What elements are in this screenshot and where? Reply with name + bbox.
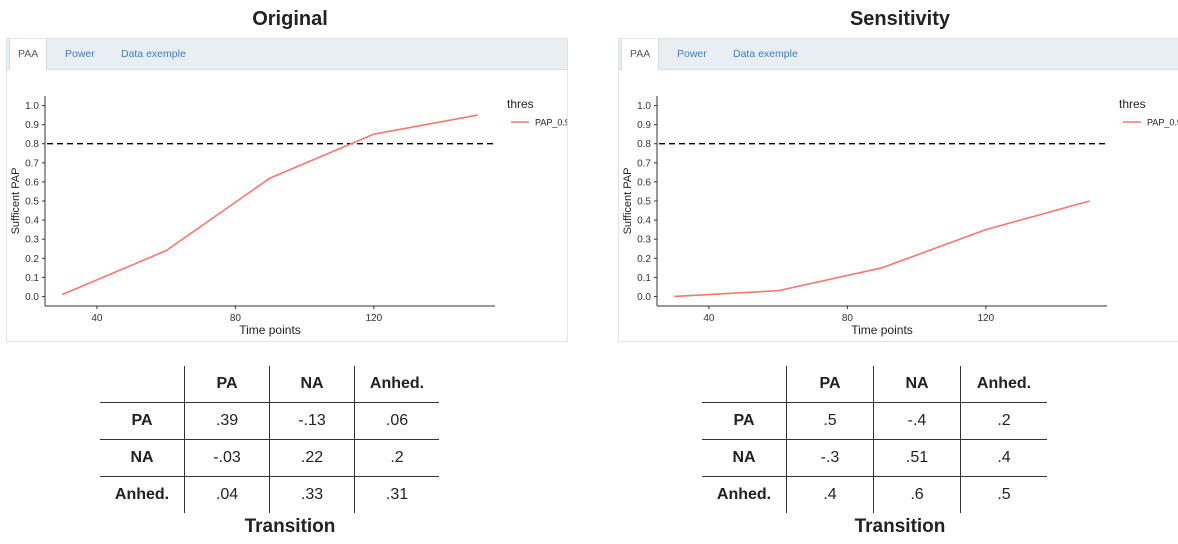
y-tick-label: 0.1 [25, 273, 39, 284]
y-tick-label: 0.4 [25, 216, 39, 227]
y-tick-label: 0.7 [637, 158, 651, 169]
y-tick-label: 1.0 [25, 101, 39, 112]
table-cell: -.3 [786, 439, 874, 477]
table-caption: Transition [854, 516, 946, 537]
table-cell: .33 [269, 476, 355, 513]
tab-power[interactable]: Power [65, 48, 95, 60]
y-axis-label: Sufficent PAP [622, 168, 634, 235]
y-tick-label: 0.0 [25, 292, 39, 303]
panel-title: Original [252, 8, 328, 30]
table-cell: .4 [786, 476, 874, 513]
tab-paa[interactable]: PAA [9, 39, 48, 70]
transition-table: PA NA Anhed. PA .39 -.13 .06 NA -.03 .22… [100, 366, 439, 513]
legend-entry: PAP_0.94 [1147, 118, 1178, 128]
app-window: PAA Power Data exemple 0.0 0.1 0.2 0.3 0.4 0.… [6, 38, 568, 342]
x-axis-label: Time points [239, 323, 301, 337]
y-tick-label: 0.3 [637, 235, 651, 246]
table-cell: .39 [184, 402, 270, 440]
panel-sensitivity: Sensitivity PAA Power Data exemple 0.0 0.… [610, 0, 1178, 544]
table-cell: .22 [269, 439, 355, 477]
table-corner [702, 366, 787, 403]
x-tick-label: 80 [230, 313, 242, 324]
column-header: NA [873, 366, 961, 403]
table-cell: .4 [960, 439, 1047, 477]
column-header: Anhed. [960, 366, 1047, 403]
y-axis-label: Sufficent PAP [10, 168, 22, 235]
table-cell: .06 [354, 402, 439, 440]
y-tick-label: 0.1 [637, 273, 651, 284]
line-chart: 0.0 0.1 0.2 0.3 0.4 0.5 0.6 0.7 0.8 0.9 1.0 40 80 120… [622, 96, 1178, 337]
line-chart: 0.0 0.1 0.2 0.3 0.4 0.5 0.6 0.7 0.8 0.9 1.0 40 80 120… [10, 96, 567, 337]
row-header: Anhed. [716, 486, 772, 503]
y-tick-label: 0.6 [25, 177, 39, 188]
y-tick-label: 0.8 [637, 139, 651, 150]
table-cell: -.03 [184, 439, 270, 477]
x-axis-label: Time points [851, 323, 913, 337]
row-header: PA [100, 402, 185, 440]
table-cell: .04 [184, 476, 270, 513]
table-cell: .51 [873, 439, 961, 477]
transition-table: PA NA Anhed. PA .5 -.4 .2 NA -.3 .51 .4 … [702, 366, 1047, 513]
tab-bar: PAA Power Data exemple [619, 39, 1178, 70]
row-header: Anhed. [114, 486, 170, 503]
y-tick-label: 0.5 [637, 197, 651, 208]
x-tick-label: 120 [978, 313, 995, 324]
y-tick-label: 0.2 [25, 254, 39, 265]
tab-bar: PAA Power Data exemple [7, 39, 567, 70]
column-header: Anhed. [354, 366, 439, 403]
y-tick-label: 0.9 [637, 120, 651, 131]
x-tick-label: 80 [842, 313, 854, 324]
legend-title: thres [1119, 97, 1146, 111]
row-header: NA [100, 439, 185, 477]
series-line [674, 200, 1090, 298]
y-tick-label: 0.5 [25, 197, 39, 208]
tab-data-exemple[interactable]: Data exemple [733, 48, 798, 60]
tab-paa[interactable]: PAA [621, 39, 660, 70]
legend-title: thres [507, 97, 534, 111]
column-header: PA [786, 366, 874, 403]
x-tick-label: 40 [703, 313, 715, 324]
table-cell: .31 [354, 476, 439, 513]
panel-title: Sensitivity [849, 8, 951, 30]
y-tick-label: 1.0 [637, 101, 651, 112]
table-cell: .6 [873, 476, 961, 513]
table-cell: .5 [960, 476, 1047, 513]
y-tick-label: 0.8 [25, 139, 39, 150]
table-cell: -.13 [269, 402, 355, 440]
x-tick-label: 120 [366, 313, 383, 324]
column-header: NA [269, 366, 355, 403]
y-tick-label: 0.6 [637, 177, 651, 188]
y-tick-label: 0.4 [637, 216, 651, 227]
y-tick-label: 0.3 [25, 235, 39, 246]
y-tick-label: 0.9 [25, 120, 39, 131]
y-tick-label: 0.7 [25, 158, 39, 169]
table-cell: -.4 [873, 402, 961, 440]
x-tick-label: 40 [91, 313, 103, 324]
series-line [61, 114, 478, 296]
y-tick-label: 0.0 [637, 292, 651, 303]
table-cell: .5 [786, 402, 874, 440]
app-window: PAA Power Data exemple 0.0 0.1 0.2 0.3 0.4 0.… [618, 38, 1178, 342]
column-header: PA [184, 366, 270, 403]
tab-power[interactable]: Power [677, 48, 707, 60]
row-header: NA [702, 439, 787, 477]
table-cell: .2 [960, 402, 1047, 440]
legend-entry: PAP_0.94 [535, 118, 567, 128]
panel-original: Original PAA Power Data exemple 0.0 0.1 0.… [0, 0, 580, 544]
table-cell: .2 [354, 439, 439, 477]
table-caption: Transition [244, 516, 336, 537]
table-corner [100, 366, 185, 403]
y-tick-label: 0.2 [637, 254, 651, 265]
row-header: PA [702, 402, 787, 440]
tab-data-exemple[interactable]: Data exemple [121, 48, 186, 60]
